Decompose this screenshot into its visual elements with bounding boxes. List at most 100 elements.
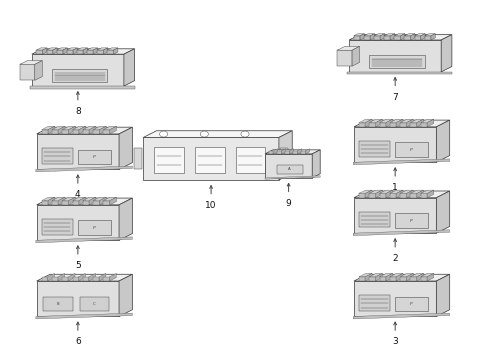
Polygon shape	[37, 198, 132, 205]
Polygon shape	[93, 126, 106, 130]
Polygon shape	[93, 197, 106, 201]
Polygon shape	[354, 281, 437, 316]
Text: 5: 5	[75, 261, 81, 270]
Polygon shape	[73, 197, 86, 201]
Polygon shape	[32, 54, 124, 86]
Polygon shape	[421, 34, 425, 40]
Polygon shape	[279, 131, 292, 180]
Polygon shape	[349, 35, 452, 40]
Polygon shape	[73, 126, 86, 130]
Text: 9: 9	[286, 199, 292, 208]
Polygon shape	[353, 230, 450, 236]
Polygon shape	[354, 34, 365, 36]
Polygon shape	[384, 36, 391, 40]
Polygon shape	[380, 277, 386, 281]
Polygon shape	[67, 48, 77, 50]
Polygon shape	[62, 197, 75, 201]
Polygon shape	[36, 166, 132, 172]
Polygon shape	[306, 149, 310, 154]
Polygon shape	[93, 130, 99, 134]
Polygon shape	[411, 277, 417, 281]
Polygon shape	[376, 273, 382, 281]
Polygon shape	[390, 193, 396, 198]
Polygon shape	[20, 64, 35, 80]
Polygon shape	[369, 193, 376, 198]
Polygon shape	[359, 193, 366, 198]
Bar	[195, 147, 224, 173]
Polygon shape	[42, 126, 55, 130]
Polygon shape	[386, 190, 392, 198]
Polygon shape	[380, 123, 386, 127]
Polygon shape	[110, 197, 117, 205]
Bar	[79, 297, 109, 311]
Polygon shape	[103, 201, 110, 205]
Polygon shape	[48, 273, 54, 281]
Polygon shape	[47, 48, 57, 50]
Polygon shape	[369, 273, 382, 277]
Bar	[395, 143, 428, 157]
Polygon shape	[103, 197, 117, 201]
Polygon shape	[53, 48, 57, 54]
Polygon shape	[441, 35, 452, 72]
Polygon shape	[407, 119, 413, 127]
Polygon shape	[417, 273, 423, 281]
Polygon shape	[352, 46, 360, 66]
Polygon shape	[421, 190, 434, 193]
Polygon shape	[380, 273, 392, 277]
Polygon shape	[338, 46, 360, 50]
Polygon shape	[400, 273, 413, 277]
Polygon shape	[143, 138, 279, 180]
Bar	[78, 220, 111, 235]
Polygon shape	[421, 123, 427, 127]
Polygon shape	[401, 34, 405, 40]
Polygon shape	[277, 151, 282, 154]
Bar	[359, 212, 390, 228]
Circle shape	[200, 131, 208, 137]
Bar	[277, 165, 303, 174]
Polygon shape	[68, 273, 75, 281]
Polygon shape	[415, 36, 421, 40]
Polygon shape	[124, 49, 135, 86]
Polygon shape	[390, 190, 403, 193]
Polygon shape	[369, 190, 382, 193]
Polygon shape	[58, 197, 65, 205]
Text: C: C	[93, 302, 96, 306]
Polygon shape	[407, 190, 413, 198]
Polygon shape	[290, 149, 294, 154]
Polygon shape	[89, 126, 96, 134]
Polygon shape	[62, 130, 69, 134]
Polygon shape	[265, 154, 312, 178]
Polygon shape	[354, 120, 450, 127]
Polygon shape	[42, 201, 48, 205]
Polygon shape	[52, 130, 58, 134]
Text: 10: 10	[205, 201, 217, 210]
Polygon shape	[265, 176, 320, 179]
Polygon shape	[79, 126, 86, 134]
Polygon shape	[52, 126, 65, 130]
Polygon shape	[37, 281, 119, 316]
Polygon shape	[359, 277, 366, 281]
Polygon shape	[400, 119, 413, 123]
Polygon shape	[417, 190, 423, 198]
Polygon shape	[269, 151, 273, 154]
Polygon shape	[394, 36, 401, 40]
Polygon shape	[400, 190, 413, 193]
Polygon shape	[94, 48, 98, 54]
Polygon shape	[103, 277, 109, 281]
Polygon shape	[353, 159, 450, 165]
Polygon shape	[353, 313, 450, 319]
Polygon shape	[417, 119, 423, 127]
Polygon shape	[390, 277, 396, 281]
Polygon shape	[349, 40, 441, 72]
Polygon shape	[57, 48, 67, 50]
Polygon shape	[380, 34, 385, 40]
Polygon shape	[103, 130, 110, 134]
Text: 3: 3	[392, 337, 398, 346]
Polygon shape	[407, 273, 413, 281]
Bar	[359, 141, 390, 157]
Bar	[369, 55, 425, 68]
Polygon shape	[390, 123, 396, 127]
Polygon shape	[400, 123, 407, 127]
Polygon shape	[364, 34, 374, 36]
Polygon shape	[400, 277, 407, 281]
